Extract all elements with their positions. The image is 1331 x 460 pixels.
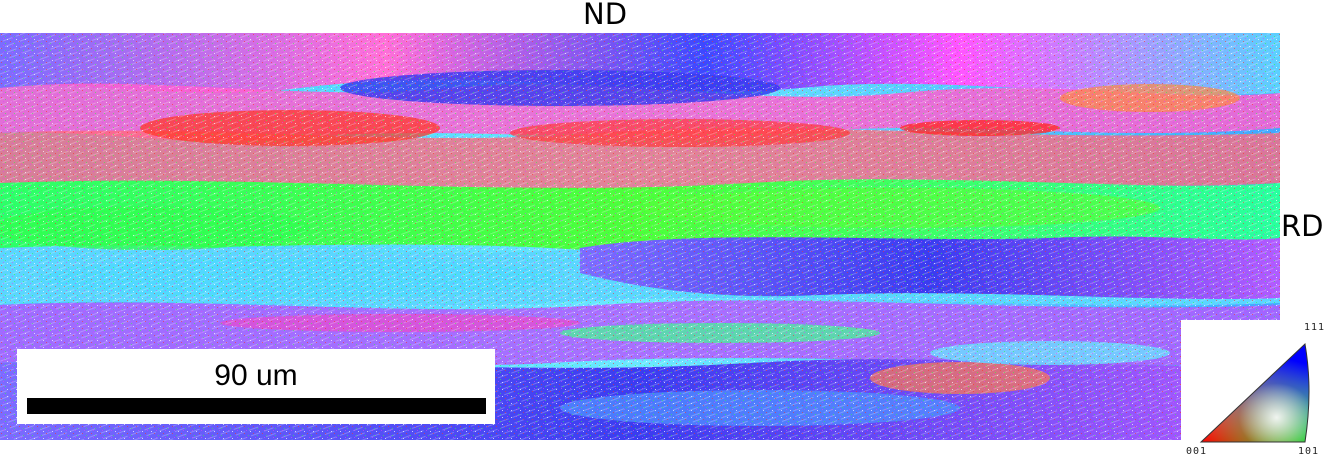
scale-bar-panel: 90 um (17, 349, 495, 424)
scale-bar-label: 90 um (214, 359, 298, 392)
ipf-color-key: 111 001 101 (1181, 320, 1331, 460)
ipf-111-label: 111 (1304, 322, 1326, 333)
scale-bar (27, 398, 486, 414)
nd-axis-label: ND (583, 0, 628, 31)
ipf-101-label: 101 (1298, 446, 1320, 457)
rd-axis-label: RD (1281, 209, 1324, 243)
ipf-001-label: 001 (1186, 446, 1208, 457)
